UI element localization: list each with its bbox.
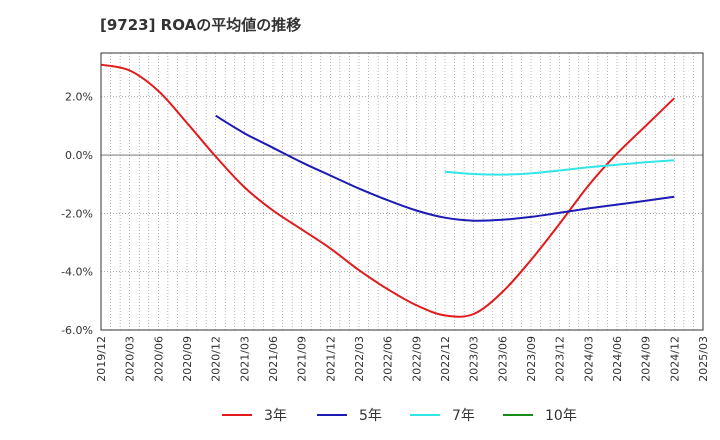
x-tick-label: 2022/06	[382, 336, 395, 382]
series-layer	[100, 63, 675, 318]
y-axis: 2.0% 0.0% -2.0% -4.0% -6.0%	[61, 91, 93, 337]
x-tick-label: 2025/03	[697, 336, 710, 382]
x-tick-label: 2019/12	[95, 336, 108, 382]
x-tick-label: 2021/06	[267, 336, 280, 382]
x-tick-label: 2021/09	[296, 336, 309, 382]
legend: 3年 5年 7年 10年	[222, 408, 577, 424]
legend-label-7年: 7年	[452, 408, 475, 424]
y-tick-label: -4.0%	[61, 266, 93, 279]
x-tick-label: 2024/12	[668, 336, 681, 382]
plot-background	[101, 53, 703, 330]
x-tick-label: 2020/03	[124, 336, 137, 382]
plot-border	[100, 52, 704, 331]
x-tick-label: 2020/06	[152, 336, 165, 382]
x-tick-label: 2021/12	[324, 336, 337, 382]
legend-label-5年: 5年	[359, 408, 382, 424]
plot-area	[101, 53, 703, 330]
plot-frame	[100, 52, 704, 331]
x-tick-label: 2024/03	[582, 336, 595, 382]
y-tick-label: 0.0%	[65, 149, 93, 162]
series-line-7年	[444, 159, 675, 176]
y-tick-label: 2.0%	[65, 91, 93, 104]
x-tick-label: 2022/03	[353, 336, 366, 382]
x-tick-label: 2022/12	[439, 336, 452, 382]
y-tick-label: -6.0%	[61, 324, 93, 337]
x-axis: 2019/12 2020/03 2020/06 2020/09 2020/12 2021/…	[95, 336, 710, 382]
series-line-3年	[100, 63, 675, 318]
y-tick-label: -2.0%	[61, 207, 93, 220]
x-tick-label: 2024/06	[611, 336, 624, 382]
x-tick-label: 2021/03	[238, 336, 251, 382]
series-line-5年	[215, 114, 675, 222]
x-tick-label: 2020/09	[181, 336, 194, 382]
x-tick-label: 2023/03	[468, 336, 481, 382]
chart-title: [9723] ROAの平均値の推移	[100, 16, 302, 34]
x-tick-label: 2020/12	[210, 336, 223, 382]
x-tick-label: 2023/06	[496, 336, 509, 382]
x-tick-label: 2023/09	[525, 336, 538, 382]
legend-label-3年: 3年	[264, 408, 287, 424]
legend-label-10年: 10年	[545, 408, 577, 424]
x-tick-label: 2024/09	[640, 336, 653, 382]
x-tick-label: 2023/12	[554, 336, 567, 382]
x-tick-label: 2022/09	[410, 336, 423, 382]
